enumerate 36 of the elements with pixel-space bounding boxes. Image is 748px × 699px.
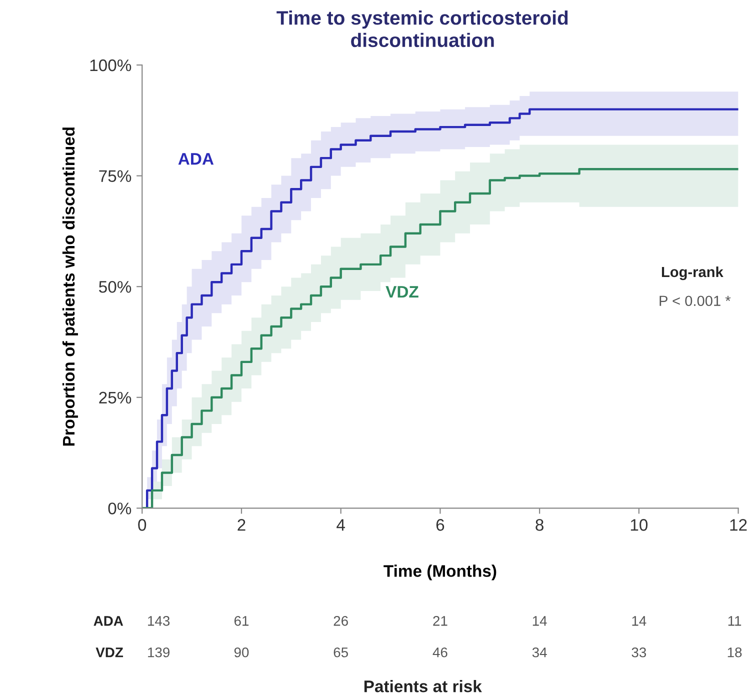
text: ADA <box>178 153 214 165</box>
x-tick-label: 0 <box>138 519 146 531</box>
x-axis-title: Time (Months) <box>384 564 496 580</box>
text: 143 <box>148 616 170 626</box>
y-tick-label: 50% <box>99 280 132 293</box>
x-tick-label: 10 <box>630 519 648 531</box>
text: 21 <box>433 616 448 626</box>
text: 14 <box>632 616 646 626</box>
text: 65 <box>334 647 348 658</box>
x-tick-label: 6 <box>436 519 444 531</box>
x-tick-label: 4 <box>336 519 345 531</box>
text: Patients at risk <box>364 680 482 692</box>
text: 61 <box>234 616 249 626</box>
text: ADA <box>94 616 124 626</box>
text: 14 <box>532 616 547 626</box>
text: 139 <box>148 647 170 658</box>
text: 26 <box>334 616 348 626</box>
y-tick-label: 75% <box>99 170 132 182</box>
series-label: VDZ <box>386 286 418 298</box>
y-tick-label: 100% <box>90 59 132 72</box>
text: 46 <box>432 647 448 658</box>
annotation: P < 0.001 * <box>660 296 731 306</box>
x-tick-label: 8 <box>536 519 544 531</box>
x-tick-label: 12 <box>730 519 747 531</box>
y-axis-title: Proportion of patients who discontinued <box>62 128 78 446</box>
text: 34 <box>532 647 547 658</box>
text: 18 <box>728 647 742 658</box>
text: 33 <box>632 647 646 658</box>
x-tick-label: 2 <box>238 519 246 531</box>
chart-title: Time to systemic corticosteroid discontinuation <box>276 10 568 48</box>
y-tick-label: 0% <box>108 502 132 514</box>
y-tick-label: 25% <box>99 392 132 404</box>
text: 90 <box>234 647 249 658</box>
text: 11 <box>728 616 742 626</box>
text: VDZ <box>96 648 124 658</box>
annotation: Log-rank <box>662 266 724 280</box>
